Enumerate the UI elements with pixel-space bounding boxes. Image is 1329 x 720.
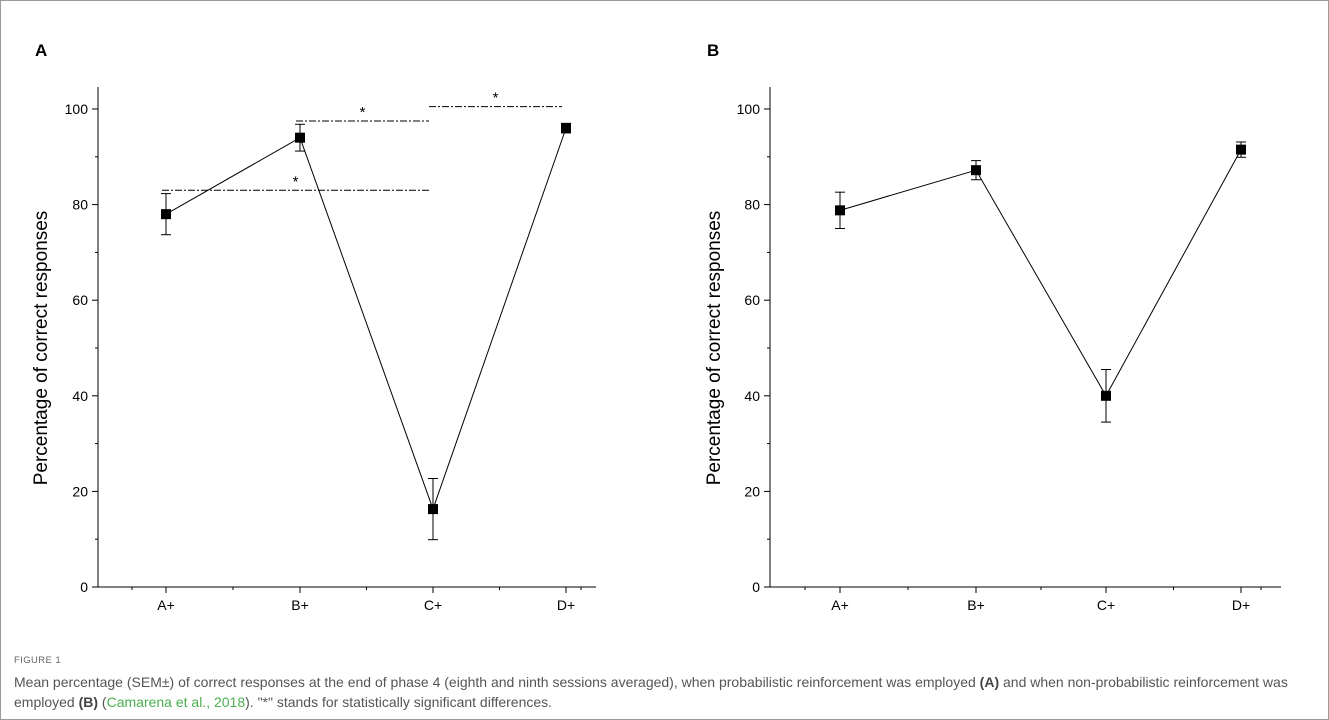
caption-ref-b: (B) <box>78 694 99 710</box>
data-point <box>428 504 438 515</box>
y-tick-label: 60 <box>72 292 88 308</box>
x-tick-label: C+ <box>424 597 442 613</box>
series-line <box>839 149 1242 397</box>
caption-text-2: and when non-probabilistic reinforcement… <box>14 674 1288 710</box>
y-tick-label: 0 <box>752 579 760 595</box>
panel-label: A <box>35 41 47 60</box>
y-tick-label: 100 <box>65 101 89 117</box>
y-axis-title: Percentage of correct responses <box>704 211 725 486</box>
chart-panel-b: B 0 20 40 60 80 100 A+ B+ C+ D+ Percentage of corre… <box>704 41 1281 613</box>
data-point <box>295 132 305 143</box>
panel-label: B <box>707 41 719 60</box>
significance-star: * <box>493 90 499 107</box>
data-point <box>971 165 981 176</box>
x-tick-label: B+ <box>967 597 985 613</box>
y-tick-label: 0 <box>80 579 88 595</box>
y-tick-label: 60 <box>744 292 760 308</box>
data-point <box>1101 390 1111 401</box>
significance-star: * <box>293 173 299 190</box>
y-tick-label: 40 <box>72 388 88 404</box>
data-point <box>1236 144 1246 155</box>
caption-text-4: ). "*" stands for statistically signific… <box>245 694 553 710</box>
y-tick-label: 80 <box>744 197 760 213</box>
x-tick-label: A+ <box>831 597 849 613</box>
citation-link[interactable]: Camarena et al., 2018 <box>106 694 246 710</box>
x-tick-label: A+ <box>157 597 175 613</box>
x-tick-label: C+ <box>1097 597 1115 613</box>
figure-caption: FIGURE 1 Mean percentage (SEM±) of corre… <box>14 655 1314 712</box>
significance-star: * <box>360 104 366 121</box>
x-tick-label: D+ <box>1232 597 1250 613</box>
y-axis-title: Percentage of correct responses <box>31 211 52 486</box>
data-point <box>561 123 571 134</box>
y-tick-label: 20 <box>72 483 88 499</box>
caption-text-1: Mean percentage (SEM±) of correct respon… <box>14 674 980 690</box>
x-tick-label: D+ <box>557 597 575 613</box>
chart-panel-a: A 0 20 40 60 80 100 A+ B+ C+ D+ Percentage of corre… <box>31 41 596 613</box>
figure-charts: A 0 20 40 60 80 100 A+ B+ C+ D+ Percentage of corre… <box>31 41 1281 613</box>
y-tick-label: 100 <box>737 101 761 117</box>
data-point <box>835 205 845 216</box>
x-tick-label: B+ <box>291 597 309 613</box>
figure-label: FIGURE 1 <box>14 655 62 666</box>
caption-ref-a: (A) <box>979 674 1000 690</box>
y-tick-label: 20 <box>744 483 760 499</box>
series-line <box>165 127 567 511</box>
y-tick-label: 80 <box>72 197 88 213</box>
caption-text-3: ( <box>98 694 107 710</box>
data-point <box>161 209 171 220</box>
y-tick-label: 40 <box>744 388 760 404</box>
caption-text: Mean percentage (SEM±) of correct respon… <box>14 672 1314 712</box>
